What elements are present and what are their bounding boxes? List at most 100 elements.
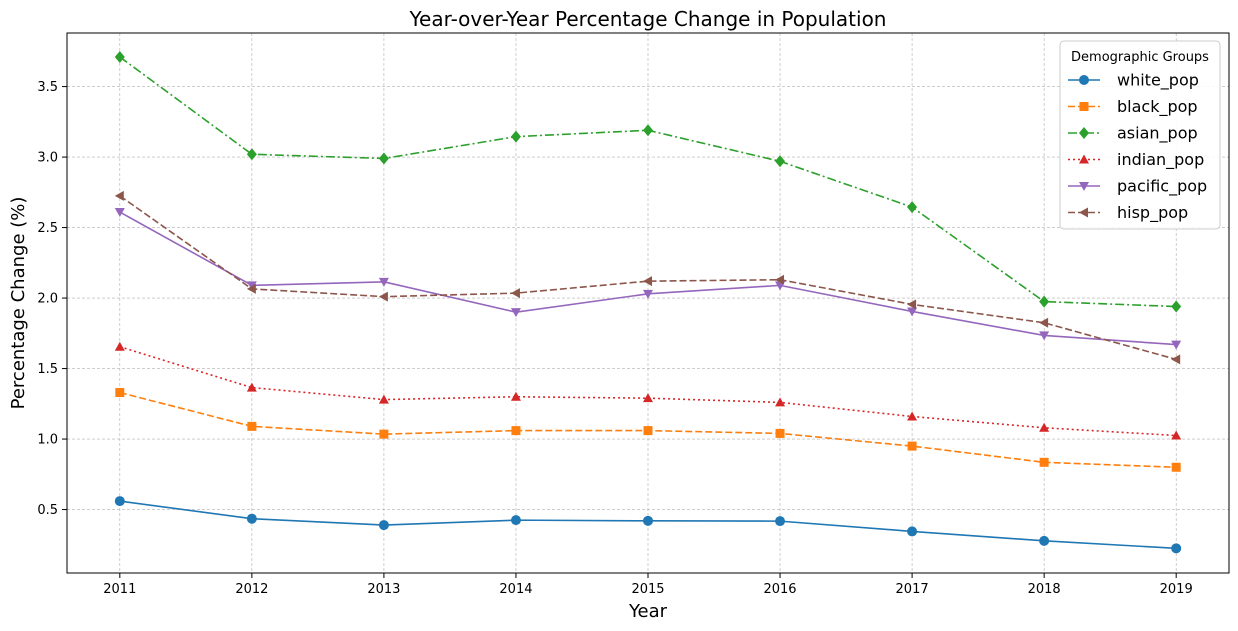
data-point-hisp_pop — [643, 276, 652, 287]
data-point-asian_pop — [510, 130, 521, 143]
legend-item-asian_pop: asian_pop — [1068, 124, 1198, 144]
data-point-white_pop — [378, 520, 389, 531]
data-point-asian_pop — [246, 148, 257, 161]
data-point-pacific_pop — [907, 307, 918, 317]
data-point-black_pop — [511, 426, 521, 436]
y-axis-label: Percentage Change (%) — [8, 197, 29, 410]
legend-items: white_pop black_pop asian_pop indian_poppac… — [1068, 71, 1207, 223]
data-point-hisp_pop — [775, 274, 785, 285]
legend-box — [1059, 40, 1221, 230]
data-point-black_pop — [775, 428, 785, 438]
x-tick-label: 2011 — [103, 582, 136, 597]
data-point-black_pop — [115, 388, 125, 398]
data-point-black_pop — [1039, 457, 1049, 467]
y-axis-ticks: 0.5 1.0 1.5 2.0 2.5 3.0 3.5 — [37, 80, 67, 518]
data-point-indian_pop — [510, 391, 521, 401]
data-point-black_pop — [247, 421, 257, 431]
y-tick-label: 1.0 — [37, 433, 58, 448]
series-black_pop — [115, 388, 1181, 472]
data-point-pacific_pop — [1171, 340, 1182, 350]
data-point-asian_pop — [1039, 295, 1050, 308]
y-tick-label: 2.5 — [37, 221, 58, 236]
legend-swatch-marker — [1079, 182, 1089, 191]
x-tick-label: 2018 — [1028, 582, 1061, 597]
legend-label: hisp_pop — [1117, 203, 1188, 223]
data-point-asian_pop — [907, 201, 918, 214]
data-point-asian_pop — [114, 50, 125, 63]
data-point-indian_pop — [1039, 422, 1050, 432]
data-point-white_pop — [775, 516, 786, 527]
x-tick-label: 2012 — [235, 582, 268, 597]
legend: Demographic Groups white_pop black_popasi… — [1059, 40, 1221, 230]
chart-title: Year-over-Year Percentage Change in Popu… — [409, 7, 887, 31]
legend-swatch-marker — [1079, 154, 1089, 164]
legend-label: white_pop — [1117, 71, 1199, 91]
x-tick-label: 2013 — [367, 582, 400, 597]
data-point-asian_pop — [378, 152, 389, 165]
series-hisp_pop — [114, 190, 1181, 365]
legend-swatch-marker — [1079, 102, 1089, 111]
y-tick-label: 0.5 — [37, 503, 58, 518]
x-tick-label: 2014 — [499, 582, 532, 597]
y-tick-label: 1.5 — [37, 362, 58, 377]
x-axis-label: Year — [628, 601, 668, 622]
legend-item-black_pop: black_pop — [1068, 97, 1198, 117]
data-point-asian_pop — [643, 124, 653, 137]
data-point-asian_pop — [1171, 300, 1182, 313]
data-point-indian_pop — [114, 341, 125, 351]
data-point-hisp_pop — [114, 190, 124, 201]
series-indian_pop — [114, 341, 1182, 440]
data-point-white_pop — [907, 526, 918, 537]
data-point-pacific_pop — [643, 289, 653, 299]
legend-swatch-marker — [1079, 127, 1089, 139]
data-point-indian_pop — [643, 393, 653, 403]
series-group — [114, 50, 1182, 554]
legend-label: pacific_pop — [1117, 177, 1207, 197]
data-point-black_pop — [1171, 462, 1181, 472]
legend-label: asian_pop — [1117, 124, 1198, 144]
data-point-hisp_pop — [510, 288, 520, 299]
data-point-hisp_pop — [246, 283, 256, 294]
y-tick-label: 3.0 — [37, 151, 58, 166]
x-axis-ticks: 2011 2012 2013 2014 2015 2016 2017 2018 2019 — [103, 573, 1193, 597]
y-tick-label: 2.0 — [37, 292, 58, 307]
data-point-indian_pop — [246, 382, 257, 392]
y-tick-label: 3.5 — [37, 80, 58, 95]
legend-label: black_pop — [1117, 97, 1198, 117]
data-point-white_pop — [114, 496, 125, 507]
data-point-white_pop — [643, 515, 653, 526]
data-point-pacific_pop — [510, 308, 521, 318]
data-point-hisp_pop — [907, 299, 917, 310]
legend-swatch-marker — [1079, 75, 1089, 85]
legend-item-hisp_pop: hisp_pop — [1068, 203, 1188, 223]
series-asian_pop — [114, 50, 1182, 313]
x-tick-label: 2017 — [896, 582, 929, 597]
legend-item-white_pop: white_pop — [1068, 71, 1199, 91]
data-point-pacific_pop — [1039, 331, 1050, 341]
data-point-black_pop — [379, 429, 389, 439]
data-point-white_pop — [1039, 535, 1050, 546]
data-point-white_pop — [246, 513, 257, 524]
data-point-hisp_pop — [1039, 317, 1049, 328]
data-point-black_pop — [643, 426, 653, 436]
data-point-indian_pop — [378, 394, 389, 404]
data-point-asian_pop — [775, 155, 786, 168]
series-white_pop — [114, 496, 1182, 554]
data-point-white_pop — [1171, 543, 1182, 554]
x-tick-label: 2019 — [1160, 582, 1193, 597]
legend-swatch-marker — [1079, 207, 1088, 218]
data-point-pacific_pop — [246, 281, 257, 291]
data-point-indian_pop — [907, 411, 918, 421]
x-tick-label: 2016 — [763, 582, 796, 597]
data-point-pacific_pop — [114, 208, 125, 218]
legend-label: indian_pop — [1117, 150, 1204, 170]
x-tick-label: 2015 — [631, 582, 664, 597]
series-pacific_pop — [114, 208, 1182, 350]
legend-title: Demographic Groups — [1071, 50, 1209, 65]
data-point-hisp_pop — [1171, 354, 1181, 365]
data-point-indian_pop — [1171, 430, 1182, 440]
series-line-hisp_pop — [119, 195, 1177, 361]
data-point-hisp_pop — [378, 291, 388, 302]
